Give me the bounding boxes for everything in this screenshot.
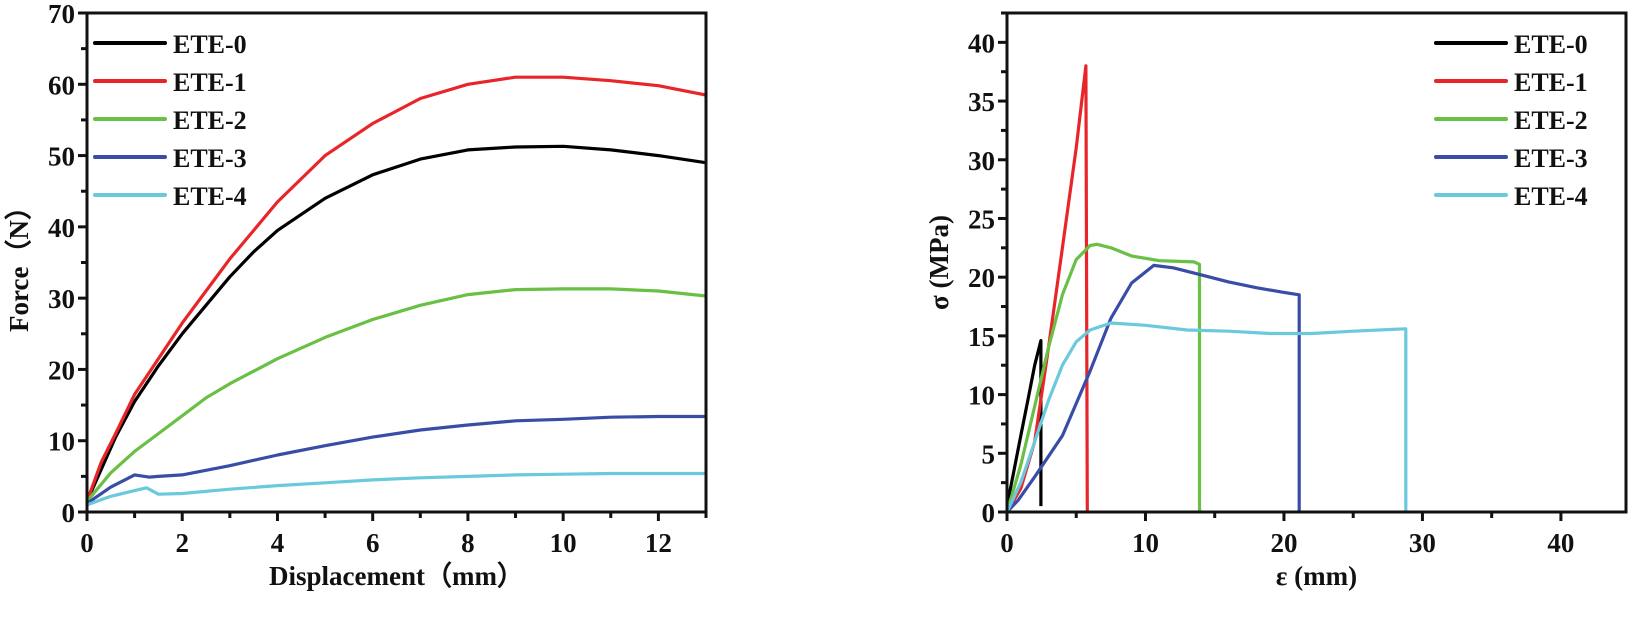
legend-item-ete-1: ETE-1 xyxy=(93,68,247,97)
x-axis-title: Displacement（mm） xyxy=(269,561,524,591)
series-lines xyxy=(1007,64,1408,512)
series-line-ete-1 xyxy=(87,75,706,502)
legend-label: ETE-0 xyxy=(1514,30,1588,59)
y-tick-label: 0 xyxy=(982,498,996,528)
y-tick-label: 30 xyxy=(48,284,75,314)
x-tick-label: 8 xyxy=(461,528,475,558)
stress-strain-chart: 0 10 20 30 40 0 5 10 15 20 25 30 35 40 ε (mm) σ (MPa) ET… xyxy=(924,11,1628,591)
series-line-ete-2 xyxy=(87,287,706,503)
legend-item-ete-4: ETE-4 xyxy=(1434,182,1588,211)
legend-item-ete-4: ETE-4 xyxy=(93,182,247,211)
x-tick-label: 10 xyxy=(1132,528,1159,558)
legend-label: ETE-4 xyxy=(173,182,247,211)
x-tick-label: 30 xyxy=(1409,528,1436,558)
plot-frame xyxy=(1005,11,1628,514)
y-tick-label: 15 xyxy=(968,322,995,352)
series-line-ete-3 xyxy=(87,414,706,505)
legend-label: ETE-4 xyxy=(1514,182,1588,211)
y-tick-label: 10 xyxy=(968,381,995,411)
x-tick-label: 4 xyxy=(271,528,285,558)
x-axis: 0 10 20 30 40 xyxy=(1000,512,1574,558)
y-tick-label: 35 xyxy=(968,87,995,117)
y-tick-label: 5 xyxy=(982,439,996,469)
series-line-ete-0 xyxy=(1007,339,1043,507)
legend-item-ete-2: ETE-2 xyxy=(1434,106,1588,135)
legend-label: ETE-0 xyxy=(173,30,247,59)
x-tick-label: 0 xyxy=(1000,528,1014,558)
y-tick-label: 70 xyxy=(48,0,75,29)
y-tick-label: 10 xyxy=(48,427,75,457)
y-axis-title: Force（N） xyxy=(4,193,34,332)
legend-item-ete-3: ETE-3 xyxy=(93,144,247,173)
x-tick-label: 40 xyxy=(1547,528,1574,558)
series-lines xyxy=(87,75,706,507)
series-line-ete-0 xyxy=(87,144,706,502)
y-tick-label: 20 xyxy=(48,355,75,385)
legend-label: ETE-3 xyxy=(1514,144,1588,173)
y-tick-label: 40 xyxy=(968,28,995,58)
legend-label: ETE-2 xyxy=(173,106,247,135)
series-line-ete-4 xyxy=(87,471,706,507)
legend-item-ete-0: ETE-0 xyxy=(1434,30,1588,59)
force-displacement-chart: 0 2 4 6 8 10 12 0 10 20 30 40 50 60 70 Displacement（mm）… xyxy=(4,0,708,591)
y-tick-label: 0 xyxy=(62,498,76,528)
y-tick-label: 20 xyxy=(968,263,995,293)
x-tick-label: 6 xyxy=(366,528,380,558)
legend-item-ete-1: ETE-1 xyxy=(1434,68,1588,97)
x-axis-title: ε (mm) xyxy=(1276,561,1357,591)
y-axis: 0 5 10 15 20 25 30 35 40 xyxy=(968,11,1007,528)
x-tick-label: 2 xyxy=(175,528,189,558)
x-axis: 0 2 4 6 8 10 12 xyxy=(80,512,708,558)
y-tick-label: 30 xyxy=(968,146,995,176)
series-line-ete-3 xyxy=(1007,263,1301,512)
x-tick-label: 20 xyxy=(1270,528,1297,558)
y-tick-label: 40 xyxy=(48,213,75,243)
y-tick-label: 60 xyxy=(48,70,75,100)
x-tick-label: 10 xyxy=(550,528,577,558)
legend-label: ETE-1 xyxy=(173,68,247,97)
legend-label: ETE-3 xyxy=(173,144,247,173)
legend: ETE-0 ETE-1 ETE-2 ETE-3 ETE-4 xyxy=(1434,30,1588,211)
y-tick-label: 25 xyxy=(968,204,995,234)
y-tick-label: 50 xyxy=(48,142,75,172)
legend: ETE-0 ETE-1 ETE-2 ETE-3 ETE-4 xyxy=(93,30,247,211)
legend-label: ETE-1 xyxy=(1514,68,1588,97)
legend-item-ete-0: ETE-0 xyxy=(93,30,247,59)
series-line-ete-4 xyxy=(1007,321,1408,512)
legend-label: ETE-2 xyxy=(1514,106,1588,135)
y-axis-title: σ (MPa) xyxy=(924,215,954,310)
series-line-ete-2 xyxy=(1007,242,1202,512)
x-tick-label: 12 xyxy=(645,528,672,558)
legend-item-ete-2: ETE-2 xyxy=(93,106,247,135)
x-tick-label: 0 xyxy=(80,528,94,558)
y-axis: 0 10 20 30 40 50 60 70 xyxy=(48,0,87,528)
legend-item-ete-3: ETE-3 xyxy=(1434,144,1588,173)
